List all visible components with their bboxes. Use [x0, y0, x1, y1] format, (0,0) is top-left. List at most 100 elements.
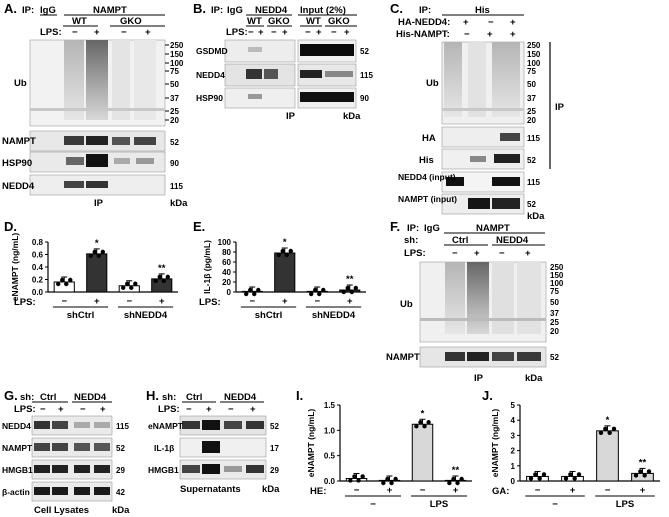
- panel-j-point: [646, 469, 652, 474]
- panel-j-ytick-label: 1: [511, 462, 516, 471]
- panel-d-point: [100, 249, 105, 255]
- panel-j-annotation-4: **: [639, 457, 647, 468]
- panel-a-lps-3: −: [121, 27, 127, 38]
- panel-g-lps-2: +: [58, 404, 64, 415]
- panel-j-point: [611, 426, 617, 432]
- panel-f-mw-100: 100: [550, 279, 564, 288]
- panel-b-lps-2: +: [258, 27, 264, 38]
- panel-h-il1b-label: IL-1β: [154, 443, 174, 453]
- panel-j-point: [607, 430, 612, 436]
- panel-d-point: [88, 253, 93, 259]
- panel-a: A. IP: IgG NAMPT WT GKO LPS: − + − + Ub …: [2, 1, 188, 209]
- panel-e-sign-2: +: [282, 296, 288, 307]
- panel-h-il1b-blot: [179, 437, 267, 458]
- panel-c-letter: C.: [390, 1, 403, 16]
- panel-i-group-label-2: LPS: [430, 499, 448, 510]
- panel-e-letter: E.: [193, 219, 205, 234]
- panel-d-point: [133, 281, 138, 286]
- panel-d-bar-2: [86, 253, 108, 293]
- panel-b-lps-4: +: [282, 27, 288, 38]
- panel-i-point: [451, 476, 456, 482]
- panel-c-row2-1: −: [464, 29, 470, 40]
- panel-d-ytick-label: 0.8: [32, 238, 44, 247]
- panel-b: B. IP: IgG NEDD4 Input (2%) WT GKO WT GK…: [193, 1, 373, 122]
- panel-d-ytick-label: 0.6: [32, 251, 44, 260]
- panel-f-lps-4: +: [525, 248, 531, 259]
- panel-i-point: [385, 476, 390, 482]
- panel-b-gsdmd-label: GSDMD: [196, 46, 228, 56]
- panel-a-nampt-label: NAMPT: [2, 136, 36, 147]
- panel-g-footer-kda: kDa: [112, 505, 130, 516]
- panel-f-lps-3: −: [499, 248, 505, 259]
- panel-i-point: [356, 478, 361, 483]
- panel-e-ytick-label: 20: [222, 278, 231, 287]
- panel-j-ytick-label: 5: [511, 401, 516, 410]
- panel-f-mw-50: 50: [550, 298, 559, 307]
- panel-f-letter: F.: [390, 219, 400, 234]
- panel-h-lps-3: −: [228, 404, 234, 415]
- panel-c-ip-target: His: [475, 5, 490, 16]
- panel-g-sh-label: sh:: [20, 392, 34, 403]
- panel-i-annotation-3: *: [421, 408, 425, 419]
- panel-b-geno-2: GKO: [268, 16, 290, 27]
- panel-c-row2-3: +: [510, 29, 516, 40]
- panel-d-point: [161, 278, 166, 284]
- panel-j-treat-label: GA:: [492, 486, 509, 497]
- panel-a-footer-ip: IP: [94, 198, 104, 209]
- panel-e-point: [353, 285, 358, 291]
- panel-j-point: [598, 430, 604, 436]
- panel-d-point: [96, 253, 101, 259]
- panel-e-annotation-4: **: [346, 274, 354, 285]
- panel-g-footer: Cell Lysates: [34, 505, 89, 516]
- panel-f-mw-52: 52: [550, 353, 559, 362]
- panel-e-point: [313, 287, 318, 293]
- panel-g-mw-115: 115: [116, 422, 129, 431]
- panel-j-ytick-label: 3: [511, 431, 516, 440]
- panel-d-point: [56, 281, 61, 287]
- panel-g-nedd4-blot: [31, 415, 113, 436]
- panel-a-lps-4: +: [145, 27, 151, 38]
- panel-b-lps-label: LPS:: [226, 27, 248, 38]
- panel-a-nedd4-label: NEDD4: [2, 181, 35, 192]
- panel-f-target: NAMPT: [476, 223, 510, 234]
- panel-c-mw-115b: 115: [527, 178, 540, 187]
- panel-d-point: [125, 281, 130, 286]
- panel-g-mw-29: 29: [116, 466, 125, 475]
- panel-a-mw-25: 25: [170, 107, 179, 116]
- panel-j-point: [541, 472, 547, 477]
- panel-j-annotation-3: *: [606, 415, 610, 426]
- panel-e-point: [284, 252, 289, 258]
- panel-i-point: [352, 474, 357, 479]
- panel-c-row1-label: HA-NEDD4:: [398, 17, 450, 28]
- panel-b-geno-4: GKO: [328, 16, 350, 27]
- panel-c-mw-50: 50: [527, 80, 536, 89]
- panel-j-point: [576, 472, 582, 477]
- panel-d-point: [165, 274, 170, 280]
- panel-g-letter: G.: [4, 388, 18, 403]
- panel-b-input: Input (2%): [300, 5, 346, 16]
- panel-g-nampt-label: NAMPT: [2, 443, 33, 453]
- panel-e-ytick-label: 60: [222, 258, 231, 267]
- panel-i-point: [389, 480, 394, 486]
- panel-b-nedd4-label: NEDD4: [196, 70, 225, 80]
- panel-b-lps-3: −: [271, 27, 277, 38]
- panel-f-mw-150: 150: [550, 271, 564, 280]
- panel-j-ytick-label: 0: [511, 477, 516, 486]
- panel-i-sign-4: +: [453, 485, 459, 496]
- panel-f-ub-label: Ub: [400, 299, 413, 310]
- panel-i-ytick-label: 1.5: [324, 401, 336, 410]
- panel-e-point: [321, 287, 326, 293]
- panel-e-ytick-label: 40: [222, 268, 231, 277]
- panel-h-footer-kda: kDa: [262, 484, 280, 495]
- panel-h-lps-label: LPS:: [158, 404, 180, 415]
- panel-j-sign-4: +: [640, 485, 646, 496]
- panel-e-ytick-label: 0: [227, 288, 232, 297]
- panel-d-point: [129, 285, 134, 290]
- panel-g-nedd4-label: NEDD4: [2, 421, 31, 431]
- panel-b-ip-label: IP:: [211, 5, 223, 16]
- panel-c-mw-150: 150: [527, 50, 541, 59]
